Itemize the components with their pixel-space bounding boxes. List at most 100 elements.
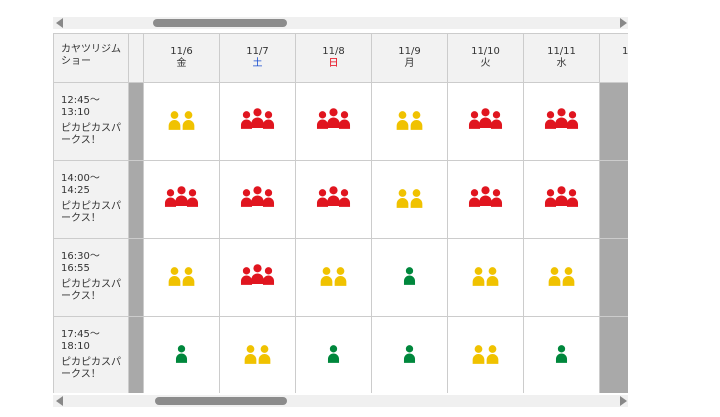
crowd-icon bbox=[240, 108, 275, 129]
crowd-cell bbox=[220, 317, 296, 393]
day-weekday: 火 bbox=[480, 58, 491, 69]
partial-cell bbox=[600, 83, 628, 161]
time-label-cell: 16:30〜 16:55 ピカピカスパークス！ bbox=[54, 239, 129, 317]
day-header-partial: 1 bbox=[600, 34, 628, 83]
scroll-thumb[interactable] bbox=[153, 19, 287, 27]
crowd-icon bbox=[403, 345, 416, 363]
crowd-icon bbox=[244, 345, 271, 364]
day-header: 11/8 日 bbox=[296, 34, 372, 83]
partial-cell bbox=[600, 239, 628, 317]
crowd-cell bbox=[296, 317, 372, 393]
show-time: 14:25 bbox=[61, 185, 90, 196]
show-name: ピカピカスパークス！ bbox=[61, 357, 121, 380]
spacer-cell bbox=[129, 317, 144, 393]
day-weekday: 日 bbox=[328, 58, 339, 69]
day-header: 11/11 水 bbox=[524, 34, 600, 83]
spacer-cell bbox=[129, 239, 144, 317]
spacer-cell bbox=[129, 83, 144, 161]
crowd-cell bbox=[524, 83, 600, 161]
day-weekday: 金 bbox=[176, 58, 187, 69]
crowd-icon bbox=[327, 345, 340, 363]
crowd-cell bbox=[220, 83, 296, 161]
crowd-cell bbox=[144, 317, 220, 393]
crowd-icon bbox=[472, 267, 499, 286]
crowd-icon bbox=[164, 186, 199, 207]
crowd-icon bbox=[472, 345, 499, 364]
day-date: 11/11 bbox=[547, 46, 576, 57]
scroll-arrows-top[interactable] bbox=[55, 17, 628, 29]
crowd-cell bbox=[448, 317, 524, 393]
crowd-cell bbox=[296, 239, 372, 317]
crowd-cell bbox=[448, 239, 524, 317]
crowd-cell bbox=[144, 83, 220, 161]
show-name: ピカピカスパークス！ bbox=[61, 123, 121, 146]
show-time: 14:00〜 bbox=[61, 173, 100, 184]
show-time: 13:10 bbox=[61, 107, 90, 118]
crowd-icon bbox=[396, 111, 423, 130]
show-time: 16:30〜 bbox=[61, 251, 100, 262]
crowd-icon bbox=[544, 108, 579, 129]
crowd-cell bbox=[448, 83, 524, 161]
show-time: 18:10 bbox=[61, 341, 90, 352]
partial-cell bbox=[600, 317, 628, 393]
crowd-cell bbox=[144, 239, 220, 317]
day-date: 11/8 bbox=[322, 46, 345, 57]
crowd-icon bbox=[168, 111, 195, 130]
crowd-cell bbox=[220, 239, 296, 317]
show-name: ピカピカスパークス！ bbox=[61, 279, 121, 302]
crowd-cell bbox=[144, 161, 220, 239]
crowd-cell bbox=[372, 317, 448, 393]
day-date: 11/9 bbox=[398, 46, 421, 57]
time-label-cell: 12:45〜 13:10 ピカピカスパークス！ bbox=[54, 83, 129, 161]
show-time: 16:55 bbox=[61, 263, 90, 274]
header-title: カヤツリジムショー bbox=[61, 44, 121, 67]
crowd-icon bbox=[544, 186, 579, 207]
header-spacer bbox=[129, 34, 144, 83]
scroll-thumb[interactable] bbox=[155, 397, 287, 405]
crowd-cell bbox=[296, 161, 372, 239]
day-header: 11/10 火 bbox=[448, 34, 524, 83]
crowd-icon bbox=[403, 267, 416, 285]
crowd-icon bbox=[468, 186, 503, 207]
day-date: 11/6 bbox=[170, 46, 193, 57]
day-date: 11/10 bbox=[471, 46, 500, 57]
crowd-icon bbox=[316, 108, 351, 129]
crowd-icon bbox=[175, 345, 188, 363]
day-weekday: 月 bbox=[404, 58, 415, 69]
crowd-icon bbox=[468, 108, 503, 129]
crowd-cell bbox=[524, 317, 600, 393]
crowd-icon bbox=[316, 186, 351, 207]
crowd-icon bbox=[240, 264, 275, 285]
crowd-cell bbox=[372, 83, 448, 161]
day-date: 11/7 bbox=[246, 46, 269, 57]
crowd-cell bbox=[372, 239, 448, 317]
show-time: 17:45〜 bbox=[61, 329, 100, 340]
day-header: 11/9 月 bbox=[372, 34, 448, 83]
day-date: 1 bbox=[622, 46, 628, 57]
show-time: 12:45〜 bbox=[61, 95, 100, 106]
show-name: ピカピカスパークス！ bbox=[61, 201, 121, 224]
crowd-icon bbox=[168, 267, 195, 286]
scroll-arrows-bottom[interactable] bbox=[55, 395, 628, 407]
day-header: 11/6 金 bbox=[144, 34, 220, 83]
crowd-cell bbox=[220, 161, 296, 239]
crowd-icon bbox=[396, 189, 423, 208]
spacer-cell bbox=[129, 161, 144, 239]
day-weekday: 土 bbox=[252, 58, 263, 69]
partial-cell bbox=[600, 161, 628, 239]
crowd-cell bbox=[448, 161, 524, 239]
crowd-cell bbox=[372, 161, 448, 239]
crowd-icon bbox=[240, 186, 275, 207]
time-label-cell: 14:00〜 14:25 ピカピカスパークス！ bbox=[54, 161, 129, 239]
time-label-cell: 17:45〜 18:10 ピカピカスパークス！ bbox=[54, 317, 129, 393]
header-title-cell: カヤツリジムショー bbox=[54, 34, 129, 83]
crowd-icon bbox=[548, 267, 575, 286]
schedule-table: カヤツリジムショー 11/6 金 11/7 土 11/8 日 11/9 月 11/10 火 11/11… bbox=[53, 33, 628, 393]
crowd-cell bbox=[524, 239, 600, 317]
day-weekday: 水 bbox=[556, 58, 567, 69]
crowd-icon bbox=[320, 267, 347, 286]
day-header: 11/7 土 bbox=[220, 34, 296, 83]
crowd-cell bbox=[524, 161, 600, 239]
crowd-cell bbox=[296, 83, 372, 161]
